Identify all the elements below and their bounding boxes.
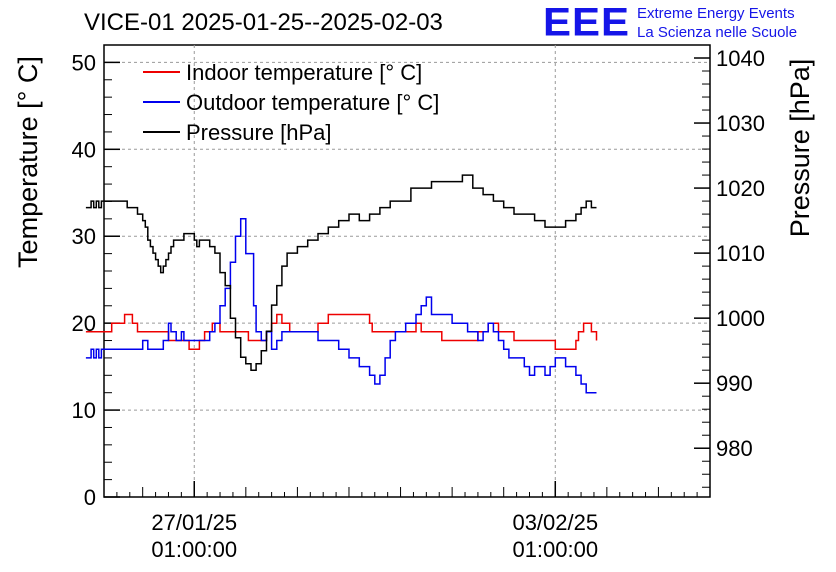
y2-tick-label: 980 — [716, 436, 753, 461]
legend-label-pressure: Pressure [hPa] — [186, 120, 332, 145]
y2-tick-label: 1030 — [716, 111, 765, 136]
outdoor-temperature-line — [85, 218, 597, 394]
indoor-temperature-line — [85, 313, 598, 350]
legend-label-indoor: Indoor temperature [° C] — [186, 60, 422, 85]
tick-labels: 010203040509809901000101010201030104027/… — [72, 46, 765, 562]
y-axis-title: Temperature [° C] — [13, 56, 43, 268]
x-tick-label-date: 03/02/25 — [512, 510, 598, 535]
x-tick-label-time: 01:00:00 — [151, 537, 237, 562]
y2-tick-label: 1000 — [716, 306, 765, 331]
eee-logo: EEE — [543, 2, 630, 42]
y-tick-label: 30 — [72, 224, 96, 249]
y2-tick-label: 1010 — [716, 241, 765, 266]
legend-label-outdoor: Outdoor temperature [° C] — [186, 90, 439, 115]
y-tick-label: 40 — [72, 137, 96, 162]
pressure-line — [85, 174, 597, 371]
axes — [103, 57, 710, 498]
y-tick-label: 10 — [72, 398, 96, 423]
legend: Indoor temperature [° C] Outdoor tempera… — [143, 60, 439, 145]
series-lines — [85, 174, 598, 394]
y2-tick-label: 990 — [716, 371, 753, 396]
y-tick-label: 0 — [84, 485, 96, 510]
y-tick-label: 20 — [72, 311, 96, 336]
y-tick-label: 50 — [72, 50, 96, 75]
logo-caption-line1: Extreme Energy Events — [637, 5, 795, 22]
eee-logo-letters: EEE — [543, 0, 631, 44]
y2-tick-label: 1020 — [716, 176, 765, 201]
x-tick-label-date: 27/01/25 — [151, 510, 237, 535]
y2-axis-title: Pressure [hPa] — [785, 59, 815, 238]
logo-caption-line2: La Scienza nelle Scuole — [637, 24, 798, 41]
y2-tick-label: 1040 — [716, 46, 765, 71]
chart-title: VICE-01 2025-01-25--2025-02-03 — [84, 9, 443, 36]
logo-caption: Extreme Energy Events La Scienza nelle S… — [637, 4, 797, 42]
x-tick-label-time: 01:00:00 — [512, 537, 598, 562]
